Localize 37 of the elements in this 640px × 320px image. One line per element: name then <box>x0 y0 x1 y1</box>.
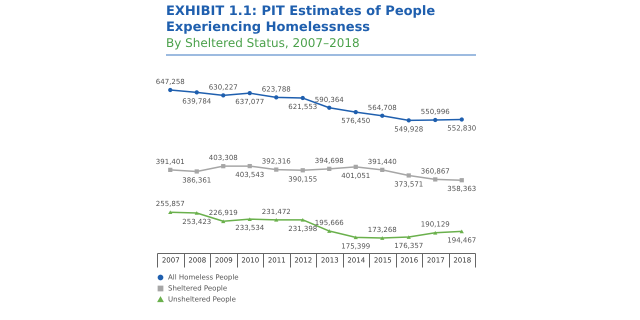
point <box>168 88 172 92</box>
chart-subtitle: By Sheltered Status, 2007–2018 <box>166 36 361 51</box>
point <box>327 106 332 110</box>
point <box>406 118 411 123</box>
point <box>194 211 199 215</box>
point <box>460 117 464 122</box>
point <box>168 168 172 172</box>
point <box>406 173 411 178</box>
point <box>221 219 226 224</box>
point <box>221 164 226 168</box>
point <box>380 114 384 118</box>
point <box>300 168 305 172</box>
point <box>433 177 438 182</box>
point <box>354 236 358 240</box>
point <box>327 166 332 171</box>
point <box>221 93 226 98</box>
point <box>274 95 278 100</box>
point <box>194 90 199 94</box>
point <box>433 230 438 235</box>
point <box>274 218 278 222</box>
point <box>300 218 305 222</box>
point <box>248 217 252 222</box>
point <box>380 168 384 172</box>
point <box>300 96 305 100</box>
point <box>274 167 278 172</box>
point <box>380 236 384 240</box>
point <box>354 164 358 169</box>
point <box>194 169 199 174</box>
point <box>433 118 438 122</box>
point <box>406 235 411 239</box>
chart-title: EXHIBIT 1.1: PIT Estimates of People Experiencing Homelessness <box>166 4 436 36</box>
point <box>460 178 464 182</box>
point <box>327 229 332 233</box>
point <box>354 110 358 114</box>
point <box>248 164 252 168</box>
point <box>248 91 252 96</box>
point <box>168 210 172 214</box>
